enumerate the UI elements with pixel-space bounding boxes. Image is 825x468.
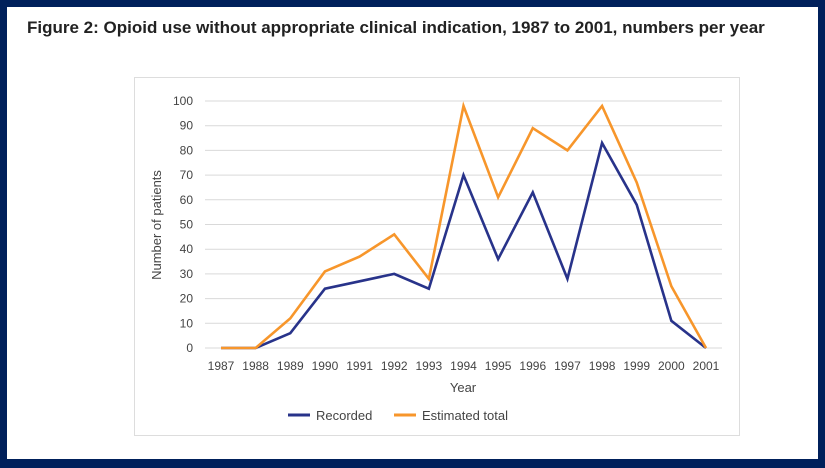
y-tick-label: 10 bbox=[180, 316, 194, 330]
y-tick-label: 90 bbox=[180, 119, 194, 133]
y-tick-label: 30 bbox=[180, 267, 194, 281]
series-line-recorded bbox=[221, 139, 707, 350]
chart-frame bbox=[134, 77, 740, 436]
y-tick-label: 80 bbox=[180, 143, 194, 157]
x-tick-label: 2000 bbox=[658, 359, 685, 373]
x-tick-label: 2001 bbox=[693, 359, 720, 373]
x-tick-label: 1994 bbox=[450, 359, 477, 373]
y-tick-label: 40 bbox=[180, 242, 194, 256]
x-tick-label: 1998 bbox=[589, 359, 616, 373]
y-tick-label: 50 bbox=[180, 218, 194, 232]
x-tick-label: 1999 bbox=[623, 359, 650, 373]
y-tick-label: 60 bbox=[180, 193, 194, 207]
x-tick-label: 1995 bbox=[485, 359, 512, 373]
y-axis-label: Number of patients bbox=[149, 170, 164, 280]
y-tick-label: 20 bbox=[180, 292, 194, 306]
figure-panel: Figure 2: Opioid use without appropriate… bbox=[7, 7, 818, 459]
x-tick-label: 1987 bbox=[208, 359, 235, 373]
x-tick-label: 1988 bbox=[242, 359, 269, 373]
x-tick-label: 1993 bbox=[416, 359, 443, 373]
series-line-estimated-total bbox=[221, 101, 708, 350]
figure-title: Figure 2: Opioid use without appropriate… bbox=[27, 18, 765, 37]
x-tick-label: 1989 bbox=[277, 359, 304, 373]
y-tick-label: 0 bbox=[186, 341, 193, 355]
y-tick-label: 70 bbox=[180, 168, 194, 182]
x-tick-label: 1992 bbox=[381, 359, 408, 373]
x-tick-label: 1991 bbox=[346, 359, 373, 373]
legend-label: Recorded bbox=[316, 408, 372, 423]
x-axis-label: Year bbox=[450, 380, 477, 395]
x-tick-label: 1990 bbox=[312, 359, 339, 373]
legend-label: Estimated total bbox=[422, 408, 508, 423]
y-tick-label: 100 bbox=[173, 94, 193, 108]
x-tick-label: 1997 bbox=[554, 359, 581, 373]
x-tick-label: 1996 bbox=[519, 359, 546, 373]
